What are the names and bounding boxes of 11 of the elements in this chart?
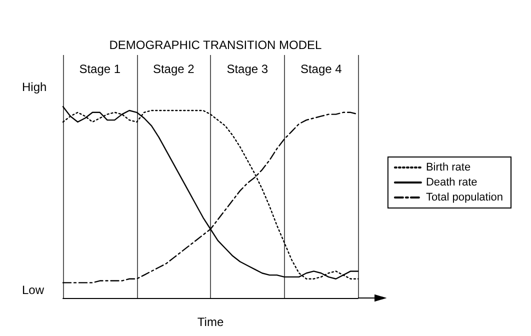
- text: Stage 4: [300, 62, 342, 76]
- text: Stage 1: [79, 62, 121, 76]
- text: Stage 3: [226, 62, 268, 76]
- text: Stage 2: [152, 62, 195, 76]
- legend-label: Death rate: [426, 176, 478, 188]
- legend-label: Total population: [426, 192, 504, 204]
- chart-title: DEMOGRAPHIC TRANSITION MODEL: [109, 38, 322, 52]
- x-axis-title: Time: [197, 315, 224, 329]
- text: Low: [22, 283, 44, 297]
- text: High: [22, 80, 47, 94]
- legend-label: Birth rate: [426, 162, 471, 174]
